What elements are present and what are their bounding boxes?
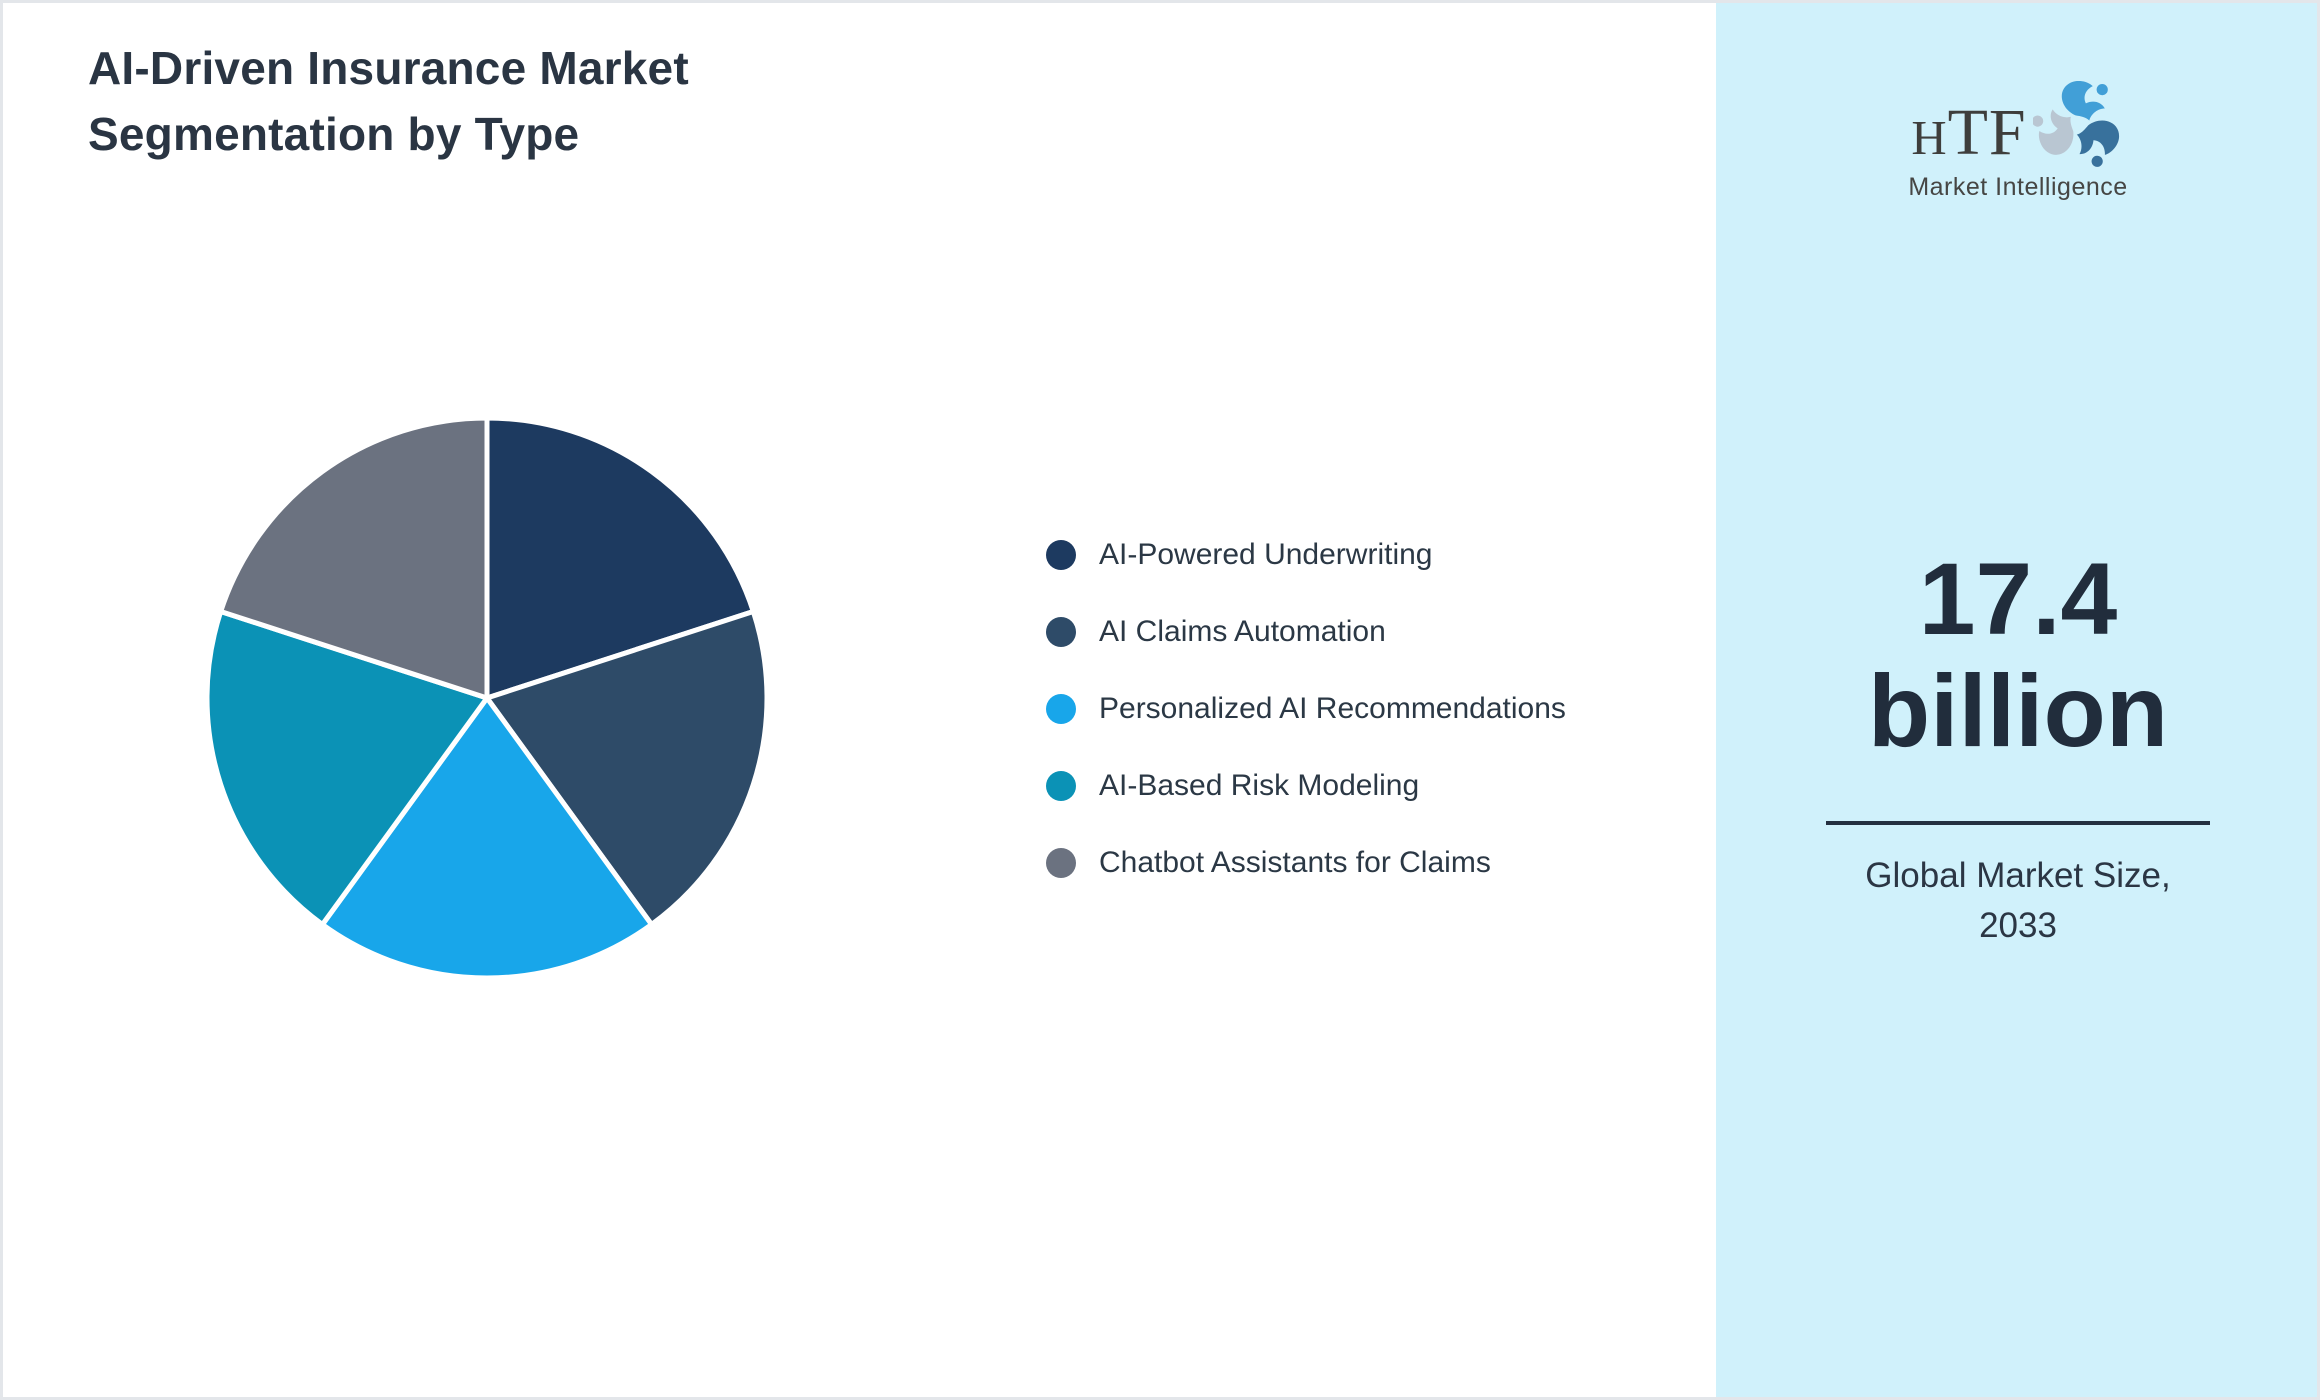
market-size-block: 17.4 billion Global Market Size, 2033 <box>1716 542 2317 951</box>
legend-item-0: AI-Powered Underwriting <box>1046 535 1566 575</box>
legend-item-2: Personalized AI Recommendations <box>1046 689 1566 729</box>
legend-swatch-2 <box>1046 694 1076 724</box>
market-size-value: 17.4 billion <box>1867 542 2169 768</box>
legend: AI-Powered Underwriting AI Claims Automat… <box>1046 535 1566 883</box>
pie-slice-4 <box>218 415 490 701</box>
page-title-line2: Segmentation by Type <box>88 108 580 160</box>
legend-item-1: AI Claims Automation <box>1046 612 1566 652</box>
pie-chart <box>204 415 770 981</box>
logo-subtitle: Market Intelligence <box>1908 173 2128 201</box>
legend-item-4: Chatbot Assistants for Claims <box>1046 843 1566 883</box>
legend-swatch-0 <box>1046 540 1076 570</box>
pie-chart-svg <box>204 415 770 981</box>
legend-swatch-3 <box>1046 771 1076 801</box>
market-size-caption: Global Market Size, 2033 <box>1716 851 2317 951</box>
pie-slice-2 <box>319 695 655 981</box>
logo-swirl-icon <box>2032 81 2119 167</box>
legend-swatch-1 <box>1046 617 1076 647</box>
legend-label-1: AI Claims Automation <box>1099 615 1386 648</box>
htf-logo: HTF Market Intelligence <box>1716 81 2317 202</box>
logo-name: HTF <box>1911 96 2027 169</box>
legend-label-0: AI-Powered Underwriting <box>1099 538 1433 571</box>
legend-item-3: AI-Based Risk Modeling <box>1046 766 1566 806</box>
divider <box>1826 821 2210 825</box>
page-title: AI-Driven Insurance Market Segmentation … <box>88 35 689 167</box>
pie-slice-0 <box>484 415 756 701</box>
logo-row: HTF <box>1911 81 2124 169</box>
legend-label-3: AI-Based Risk Modeling <box>1099 769 1420 802</box>
market-size-caption-line2: 2033 <box>1979 906 2057 945</box>
legend-label-4: Chatbot Assistants for Claims <box>1099 846 1491 879</box>
legend-swatch-4 <box>1046 848 1076 878</box>
pie-slice-1 <box>484 608 770 928</box>
market-size-panel: HTF Market Intelligence <box>1716 3 2317 1397</box>
page-title-line1: AI-Driven Insurance Market <box>88 42 689 94</box>
pie-slice-3 <box>204 608 490 928</box>
legend-label-2: Personalized AI Recommendations <box>1099 692 1566 725</box>
market-size-caption-line1: Global Market Size, <box>1865 856 2171 895</box>
